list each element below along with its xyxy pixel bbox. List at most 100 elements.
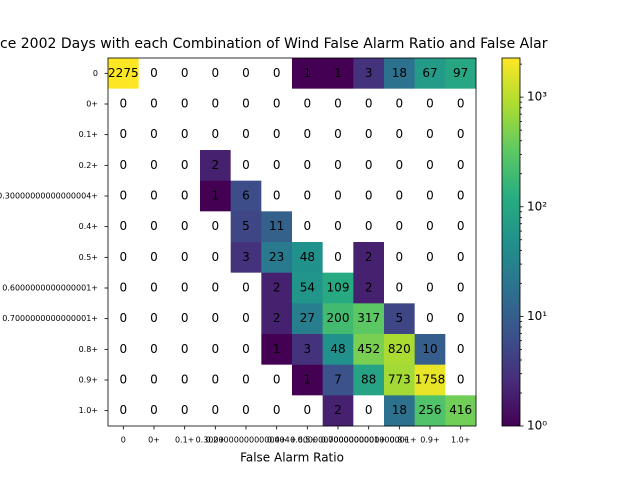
heatmap-cell xyxy=(169,364,201,396)
cell-label: 0 xyxy=(150,403,158,417)
heatmap-cell xyxy=(200,119,231,151)
heatmap-cell xyxy=(261,88,293,120)
cell-label: 200 xyxy=(327,311,350,325)
cell-label: 3 xyxy=(365,66,373,80)
cell-label: 0 xyxy=(212,250,220,264)
heatmap-cell xyxy=(414,395,446,427)
heatmap-cell xyxy=(322,272,354,304)
x-tick-label: 0.9+ xyxy=(420,436,439,445)
heatmap-cell xyxy=(414,303,446,335)
cell-label: 109 xyxy=(327,281,350,295)
heatmap-cell xyxy=(230,334,262,365)
cell-label: 0 xyxy=(181,403,189,417)
heatmap-cell xyxy=(108,180,139,212)
heatmap-cell xyxy=(353,88,385,120)
cell-label: 0 xyxy=(181,158,189,172)
colorbar-tick-label: 10⁰ xyxy=(527,419,547,433)
heatmap-cell xyxy=(261,334,293,365)
heatmap-cell xyxy=(353,150,385,181)
cell-label: 0 xyxy=(150,219,158,233)
plot-frame xyxy=(107,57,477,427)
heatmap-cell xyxy=(169,150,201,181)
cell-label: 0 xyxy=(181,281,189,295)
heatmap-cell xyxy=(353,58,385,89)
heatmap-cell xyxy=(353,364,385,396)
cell-label: 0 xyxy=(396,219,404,233)
heatmap-cell xyxy=(169,119,201,151)
heatmap-cell xyxy=(230,58,262,89)
cell-label: 0 xyxy=(396,281,404,295)
x-tick-label: 0.8+ xyxy=(390,436,409,445)
heatmap-cell xyxy=(200,334,231,365)
cell-label: 0 xyxy=(120,281,128,295)
cell-label: 0 xyxy=(396,158,404,172)
cell-label: 0 xyxy=(273,403,281,417)
cell-label: 416 xyxy=(449,403,472,417)
heatmap-cell xyxy=(230,211,262,243)
heatmap-cell xyxy=(200,364,231,396)
heatmap-cell xyxy=(138,211,170,243)
x-tick-label: 0.5+ xyxy=(298,436,317,445)
cell-label: 1758 xyxy=(415,373,446,387)
heatmap-cell xyxy=(414,58,446,89)
y-tick-label: 0.1+ xyxy=(79,130,98,139)
heatmap-cell xyxy=(384,58,415,89)
heatmap-cell xyxy=(445,150,477,181)
heatmap-cell xyxy=(384,242,415,273)
heatmap-cell xyxy=(414,150,446,181)
cell-label: 0 xyxy=(212,281,220,295)
heatmap-cell xyxy=(108,272,139,304)
cell-label: 2 xyxy=(212,158,220,172)
cell-label: 0 xyxy=(120,373,128,387)
heatmap-cell xyxy=(169,395,201,427)
cell-label: 0 xyxy=(304,127,312,141)
cell-label: 88 xyxy=(361,373,376,387)
heatmap-cell xyxy=(322,58,354,89)
heatmap-cell xyxy=(169,211,201,243)
cell-label: 0 xyxy=(426,97,434,111)
cell-label: 0 xyxy=(150,281,158,295)
heatmap-cell xyxy=(200,88,231,120)
cell-label: 0 xyxy=(457,158,465,172)
cell-label: 11 xyxy=(269,219,284,233)
cell-label: 0 xyxy=(242,342,250,356)
cell-label: 820 xyxy=(388,342,411,356)
cell-label: 48 xyxy=(300,250,315,264)
cell-label: 1 xyxy=(212,189,220,203)
heatmap-cell xyxy=(200,272,231,304)
cell-label: 54 xyxy=(300,281,315,295)
cell-label: 0 xyxy=(365,97,373,111)
cell-label: 317 xyxy=(357,311,380,325)
cell-label: 0 xyxy=(181,373,189,387)
heatmap-cell xyxy=(108,58,139,89)
heatmap-cell xyxy=(292,242,323,273)
cell-label: 0 xyxy=(365,158,373,172)
cell-label: 2 xyxy=(273,281,281,295)
cell-label: 0 xyxy=(304,189,312,203)
heatmap-cell xyxy=(445,364,477,396)
cell-label: 0 xyxy=(242,281,250,295)
heatmap-cell xyxy=(322,303,354,335)
heatmap-cell xyxy=(353,303,385,335)
colorbar xyxy=(501,57,521,427)
y-tick-label: 1.0+ xyxy=(79,406,98,415)
heatmap-cell xyxy=(169,88,201,120)
cell-label: 0 xyxy=(426,158,434,172)
cell-label: 0 xyxy=(334,189,342,203)
cell-label: 0 xyxy=(304,219,312,233)
colorbar-tick-label: 10² xyxy=(527,199,547,213)
heatmap-cell xyxy=(169,303,201,335)
heatmap-cell xyxy=(200,180,231,212)
heatmap-cell xyxy=(138,119,170,151)
cell-label: 2 xyxy=(273,311,281,325)
cell-label: 0 xyxy=(334,219,342,233)
cell-label: 0 xyxy=(120,342,128,356)
cell-label: 0 xyxy=(212,373,220,387)
cell-label: 0 xyxy=(212,219,220,233)
heatmap-cell xyxy=(445,272,477,304)
heatmap-cell xyxy=(445,58,477,89)
cell-label: 2 xyxy=(365,281,373,295)
heatmap-cell xyxy=(200,58,231,89)
x-tick-label: 1.0+ xyxy=(451,436,470,445)
heatmap-cell xyxy=(353,334,385,365)
